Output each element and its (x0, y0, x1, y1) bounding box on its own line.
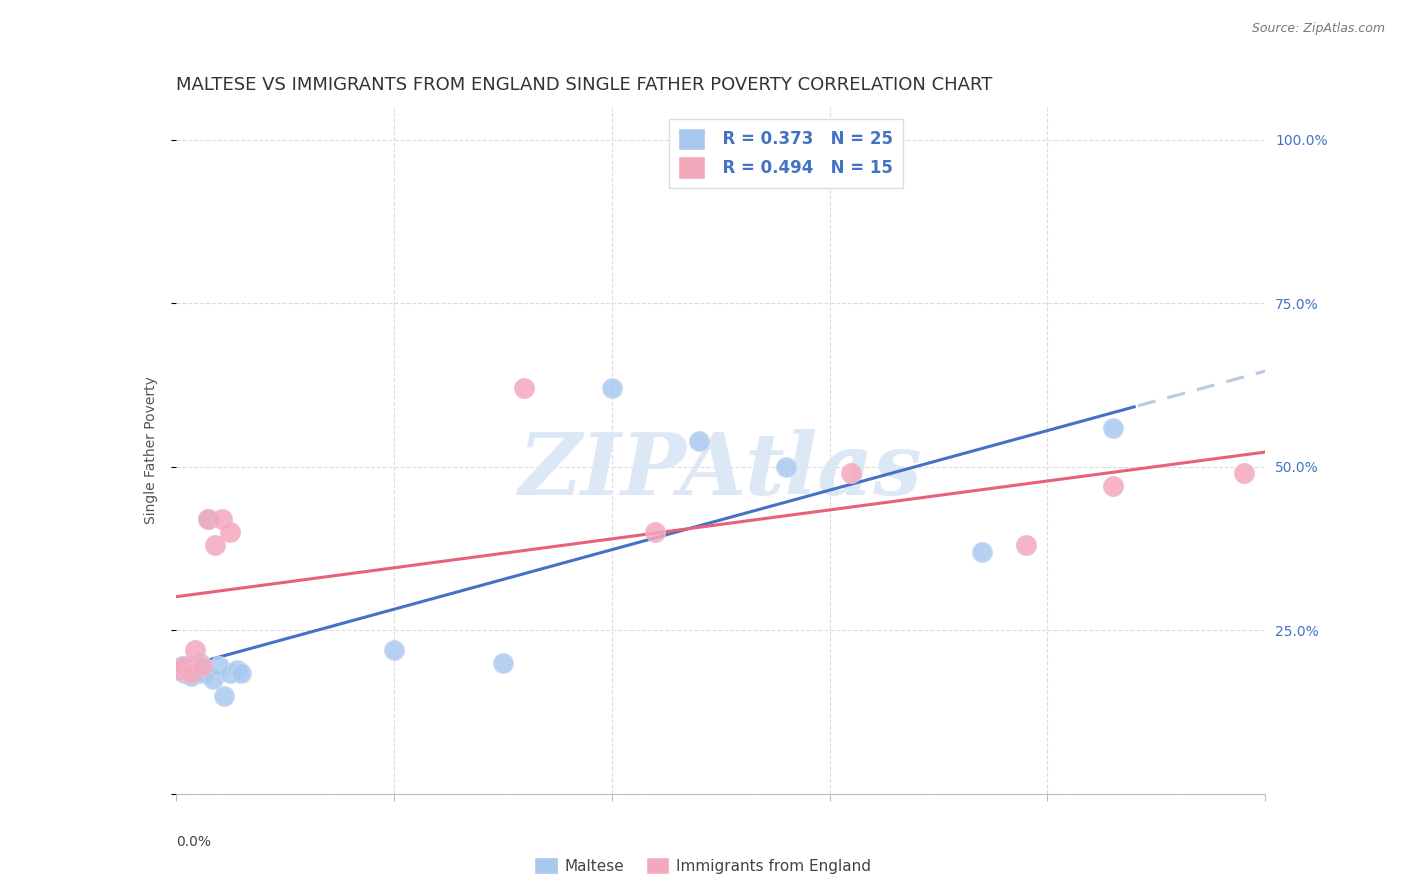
Point (382, 643, 405, 657)
Point (180, 669, 202, 683)
Point (184, 643, 207, 657)
Point (173, 659, 195, 673)
Point (1102, 420, 1125, 434)
Point (208, 659, 231, 673)
Point (211, 512, 233, 526)
Point (219, 665, 242, 680)
Point (169, 663, 191, 677)
Text: Source: ZipAtlas.com: Source: ZipAtlas.com (1251, 22, 1385, 36)
Point (188, 656, 211, 670)
Point (204, 538, 226, 552)
Legend: Maltese, Immigrants from England: Maltese, Immigrants from England (529, 852, 877, 880)
Point (1102, 479, 1125, 493)
Point (841, 467, 863, 481)
Point (169, 663, 191, 677)
Point (775, 459, 797, 474)
Point (172, 659, 194, 673)
Text: MALTESE VS IMMIGRANTS FROM ENGLAND SINGLE FATHER POVERTY CORRELATION CHART: MALTESE VS IMMIGRANTS FROM ENGLAND SINGL… (176, 77, 993, 95)
Point (970, 545, 993, 559)
Point (191, 659, 214, 673)
Point (181, 659, 204, 673)
Point (225, 663, 247, 677)
Point (219, 525, 242, 540)
Point (193, 665, 215, 680)
Text: ZIPAtlas: ZIPAtlas (519, 429, 922, 513)
Point (1015, 538, 1038, 552)
Point (197, 512, 219, 526)
Point (186, 665, 209, 680)
Point (191, 659, 214, 673)
Point (197, 512, 219, 526)
Point (600, 381, 623, 395)
Point (201, 673, 224, 687)
Point (492, 656, 515, 670)
Point (173, 665, 195, 680)
Text: 0.0%: 0.0% (176, 835, 211, 849)
Point (688, 434, 710, 448)
Y-axis label: Single Father Poverty: Single Father Poverty (143, 376, 157, 524)
Point (644, 525, 666, 540)
Point (1232, 467, 1256, 481)
Point (231, 665, 253, 680)
Legend:   R = 0.373   N = 25,   R = 0.494   N = 15: R = 0.373 N = 25, R = 0.494 N = 15 (669, 119, 903, 188)
Point (180, 665, 202, 680)
Point (176, 659, 198, 673)
Point (212, 689, 235, 703)
Point (177, 663, 200, 677)
Point (513, 381, 536, 395)
